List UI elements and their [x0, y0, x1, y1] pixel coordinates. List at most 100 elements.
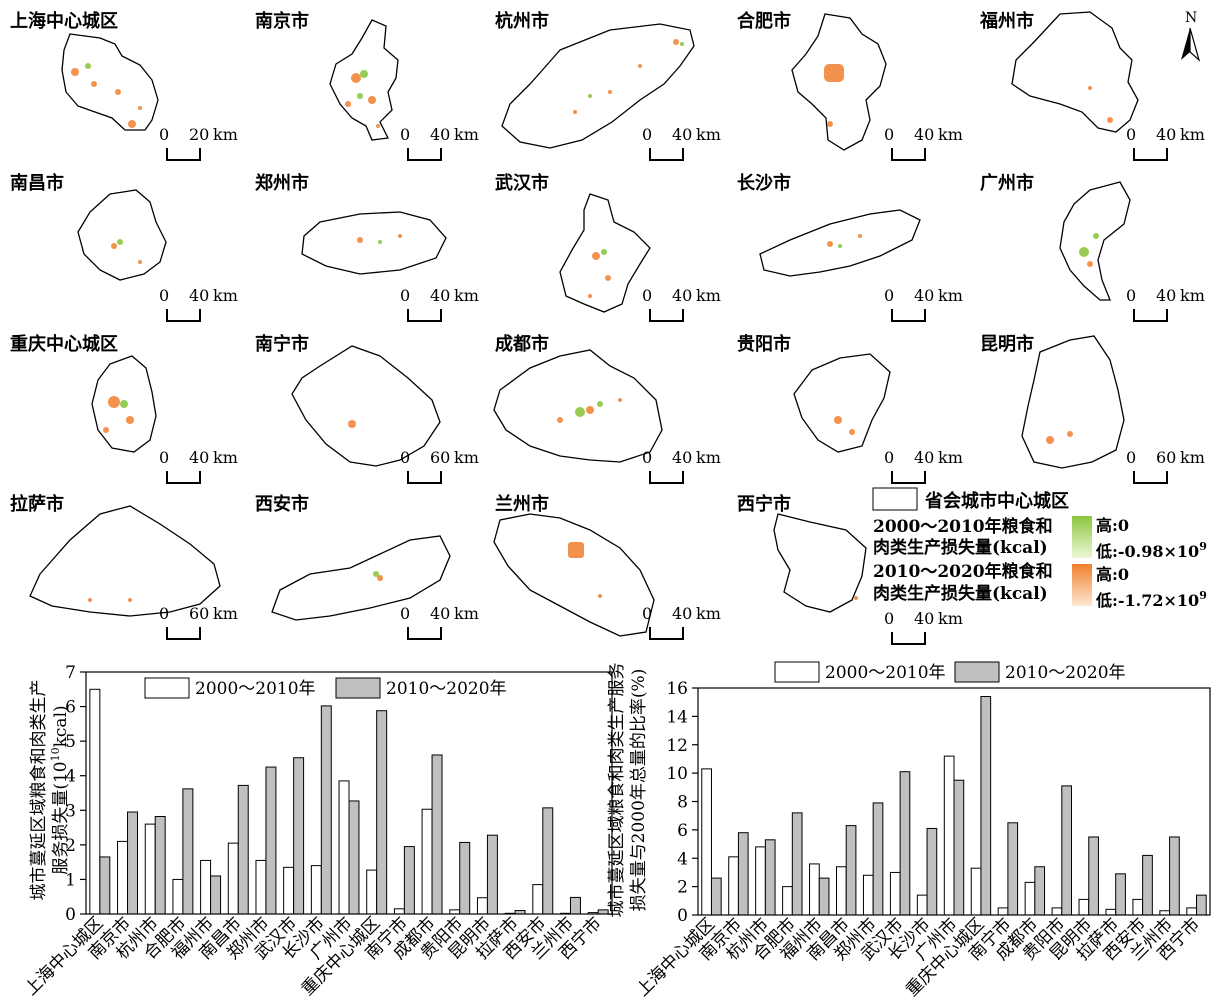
city-boundary: [759, 209, 921, 277]
svg-text:km: km: [696, 286, 721, 305]
svg-text:0: 0: [1126, 448, 1136, 467]
svg-text:40: 40: [672, 448, 692, 467]
map-panel-wuhan: 武汉市: [495, 172, 651, 313]
svg-text:60: 60: [189, 604, 209, 623]
svg-text:km: km: [938, 609, 963, 628]
y-axis-label-2: 服务损失量(1010kcal): [49, 705, 71, 874]
legend-label-2010-2020: 2010～2020年: [386, 679, 507, 699]
map-panel-chongqing: 重庆中心城区: [10, 333, 157, 453]
bar-2010-2020: [320, 705, 332, 915]
svg-text:0: 0: [159, 125, 169, 144]
map-title: 兰州市: [495, 493, 549, 515]
city-boundary: [29, 505, 221, 617]
bar-2010-2020: [1088, 836, 1099, 916]
svg-text:40: 40: [189, 448, 209, 467]
bar-2000-2010: [701, 768, 712, 916]
map-panel-guangzhou: 广州市: [980, 172, 1131, 301]
bar-2010-2020: [872, 802, 884, 916]
svg-text:0: 0: [400, 125, 410, 144]
bar-2000-2010: [889, 871, 901, 916]
svg-text:0: 0: [884, 125, 894, 144]
map-title: 成都市: [495, 333, 549, 355]
map-title: 武汉市: [495, 172, 549, 194]
svg-text:km: km: [213, 286, 238, 305]
y-tick-label: 0: [677, 906, 688, 926]
legend-swatch-2010-2020: [954, 661, 1000, 683]
scale-bar: 0 40 km: [1126, 125, 1205, 161]
legend-period2-high: 高:0: [1096, 565, 1129, 584]
map-panel-chengdu: 成都市: [493, 333, 663, 463]
map-title: 杭州市: [495, 10, 549, 32]
bar-2010-2020: [210, 875, 222, 915]
bar-2010-2020: [1115, 873, 1126, 916]
svg-text:0: 0: [642, 448, 652, 467]
scale-bar: 0 60 km: [1126, 448, 1205, 484]
bar-2010-2020: [953, 779, 965, 916]
svg-text:40: 40: [914, 448, 934, 467]
bar-2010-2020: [182, 788, 194, 915]
map-panel-fuzhou: 福州市: [979, 10, 1139, 133]
city-boundary: [271, 535, 451, 621]
svg-text:20: 20: [189, 125, 209, 144]
svg-text:0: 0: [1126, 125, 1136, 144]
bar-2000-2010: [144, 823, 156, 915]
svg-text:0: 0: [884, 286, 894, 305]
svg-text:40: 40: [430, 125, 450, 144]
y-tick-label: 7: [65, 663, 76, 683]
bars: [701, 696, 1207, 916]
svg-text:40: 40: [430, 604, 450, 623]
bar-2000-2010: [997, 907, 1009, 916]
scale-bar: 0 20 km: [159, 125, 238, 161]
bar-2010-2020: [431, 754, 443, 915]
bar-2010-2020: [737, 832, 749, 916]
x-axis: 上海中心城区南京市杭州市合肥市福州市南昌市郑州市武汉市长沙市广州市重庆中心城区南…: [21, 913, 606, 999]
svg-text:0: 0: [159, 448, 169, 467]
map-title: 重庆中心城区: [10, 333, 118, 355]
bar-2000-2010: [782, 886, 793, 916]
bar-2010-2020: [154, 816, 166, 915]
bar-2000-2010: [89, 688, 101, 915]
city-boundary: [61, 33, 159, 131]
city-boundary: [501, 23, 695, 149]
scale-bar: 0 60 km: [400, 448, 479, 484]
svg-text:km: km: [1180, 286, 1205, 305]
y-tick-label: 16: [666, 679, 688, 699]
city-boundary: [773, 513, 867, 613]
city-boundary: [77, 189, 167, 281]
scale-bar: 0 60 km: [159, 604, 238, 640]
scale-bar: 0 40 km: [1126, 286, 1205, 322]
y-tick-label: 5: [65, 732, 76, 752]
north-arrow-icon: N: [1181, 10, 1201, 62]
legend-period2-label-2: 肉类生产损失量(kcal): [873, 583, 1048, 604]
bar-2010-2020: [899, 771, 911, 916]
loss-patches: [71, 39, 1113, 602]
svg-text:60: 60: [1156, 448, 1176, 467]
map-title: 长沙市: [737, 172, 791, 194]
svg-text:km: km: [938, 125, 963, 144]
scale-bar: 0 40 km: [884, 286, 963, 322]
bar-2000-2010: [1105, 908, 1117, 916]
bar-2000-2010: [255, 859, 267, 915]
map-title: 南昌市: [10, 172, 64, 194]
map-title: 郑州市: [255, 172, 309, 194]
map-panel-kunming: 昆明市: [980, 333, 1125, 469]
x-axis: 上海中心城区南京市杭州市合肥市福州市南昌市郑州市武汉市长沙市广州市重庆中心城区南…: [633, 914, 1204, 1000]
bar-2010-2020: [1007, 822, 1019, 916]
chart-loss-ratio: 2000～2010年 2010～2020年 城市蔓延区域粮食和肉类生产服务 损失…: [607, 661, 1211, 1001]
bar-2000-2010: [338, 780, 350, 915]
legend-label-2000-2010: 2000～2010年: [195, 679, 316, 699]
bar-2010-2020: [127, 811, 138, 915]
bar-2010-2020: [710, 877, 722, 916]
bar-2000-2010: [862, 874, 874, 916]
bar-2000-2010: [200, 859, 212, 915]
bar-2000-2010: [970, 867, 982, 916]
bar-2000-2010: [1078, 898, 1090, 916]
legend-green-ramp: [1072, 516, 1092, 558]
map-title: 南京市: [255, 10, 309, 32]
scale-bar: 0 40 km: [642, 286, 721, 322]
bar-2010-2020: [376, 710, 388, 915]
scale-bar: 0 40 km: [642, 125, 721, 161]
map-panel-hefei: 合肥市: [737, 10, 887, 151]
bar-2000-2010: [1159, 910, 1171, 916]
scale-bar: 0 40 km: [400, 286, 479, 322]
